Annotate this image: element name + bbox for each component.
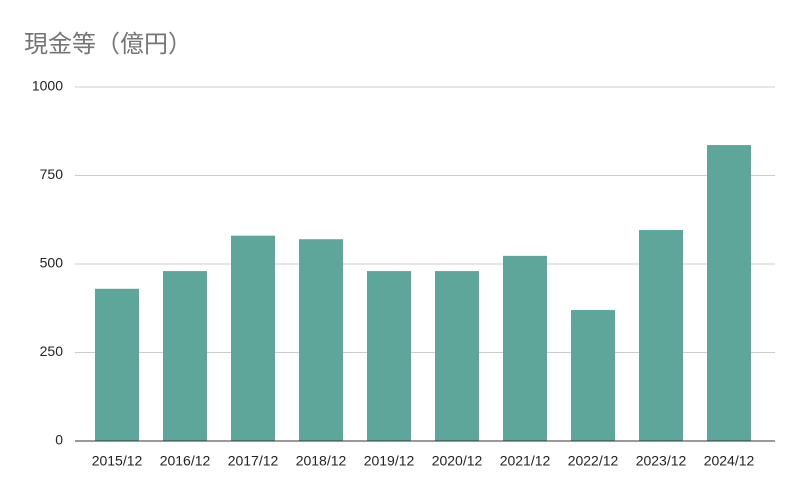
y-tick-label: 500 bbox=[40, 255, 64, 271]
chart-title: 現金等（億円） bbox=[24, 30, 192, 58]
bar bbox=[163, 271, 207, 441]
y-tick-label: 250 bbox=[40, 343, 64, 359]
x-tick-label: 2018/12 bbox=[296, 453, 347, 469]
x-tick-label: 2023/12 bbox=[636, 453, 687, 469]
bar bbox=[435, 271, 479, 441]
x-tick-label: 2016/12 bbox=[160, 453, 211, 469]
y-tick-label: 0 bbox=[55, 432, 63, 448]
bar bbox=[639, 230, 683, 441]
bar bbox=[299, 239, 343, 441]
bar bbox=[503, 255, 547, 441]
x-tick-label: 2024/12 bbox=[704, 453, 755, 469]
bar bbox=[95, 288, 139, 441]
x-tick-label: 2022/12 bbox=[568, 453, 619, 469]
bar bbox=[707, 145, 751, 441]
bar bbox=[571, 310, 615, 441]
x-tick-label: 2021/12 bbox=[500, 453, 551, 469]
x-tick-label: 2019/12 bbox=[364, 453, 415, 469]
bar bbox=[231, 235, 275, 441]
x-tick-label: 2020/12 bbox=[432, 453, 483, 469]
x-tick-label: 2015/12 bbox=[92, 453, 143, 469]
x-tick-label: 2017/12 bbox=[228, 453, 279, 469]
y-tick-label: 750 bbox=[40, 166, 64, 182]
y-tick-label: 1000 bbox=[32, 78, 63, 94]
bar bbox=[367, 271, 411, 441]
